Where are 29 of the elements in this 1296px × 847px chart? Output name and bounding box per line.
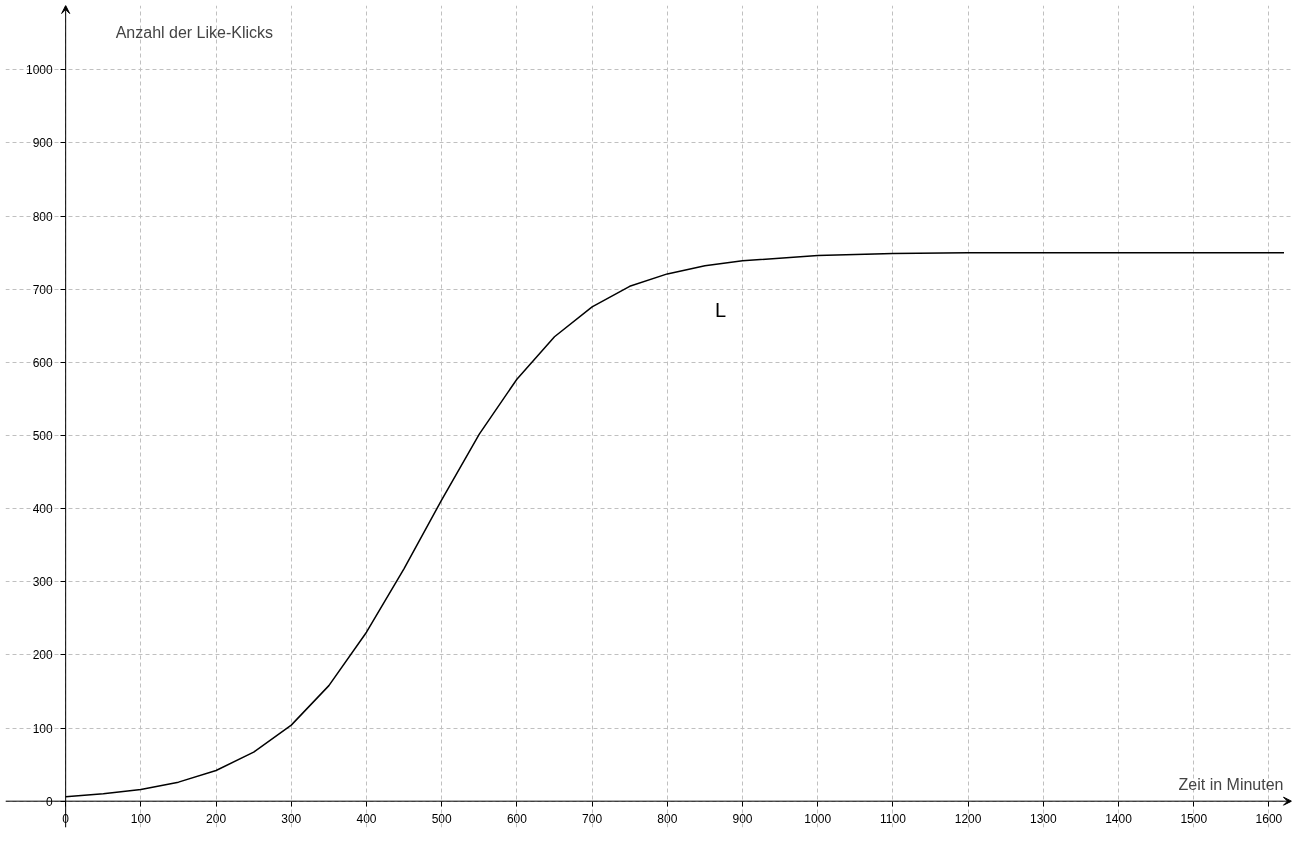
x-tick-label: 500 — [431, 812, 453, 827]
y-tick-label: 1000 — [25, 63, 53, 78]
x-tick-label: 1100 — [880, 812, 907, 827]
x-tick-label: 1500 — [1180, 812, 1208, 827]
y-tick-label: 500 — [32, 429, 53, 444]
y-tick-label: 900 — [32, 136, 53, 151]
x-tick-label: 1300 — [1029, 812, 1057, 827]
x-tick-label: 900 — [732, 812, 753, 827]
y-tick-label: 200 — [32, 648, 53, 663]
y-tick-label: 600 — [32, 355, 53, 370]
y-tick-label: 100 — [32, 721, 53, 736]
x-tick-label: 1400 — [1105, 812, 1133, 827]
x-axis-title: Zeit in Minuten — [1178, 776, 1284, 794]
series-label: L — [714, 298, 727, 321]
x-tick-label: 1000 — [804, 812, 832, 827]
x-tick-label: 800 — [657, 812, 678, 827]
y-tick-label: 800 — [32, 209, 53, 224]
x-tick-label: 1200 — [954, 812, 982, 827]
x-tick-label: 100 — [130, 812, 152, 827]
y-tick-label: 700 — [32, 282, 53, 297]
y-tick-label: 300 — [32, 575, 53, 590]
x-tick-label: 1600 — [1255, 812, 1283, 827]
x-tick-label: 400 — [356, 812, 377, 827]
y-tick-label: 400 — [32, 502, 53, 517]
x-tick-label: 300 — [281, 812, 302, 827]
x-tick-label: 700 — [582, 812, 603, 827]
x-tick-label: 600 — [506, 812, 528, 827]
y-axis-title: Anzahl der Like-Klicks — [115, 23, 274, 41]
x-tick-label: 200 — [206, 812, 227, 827]
